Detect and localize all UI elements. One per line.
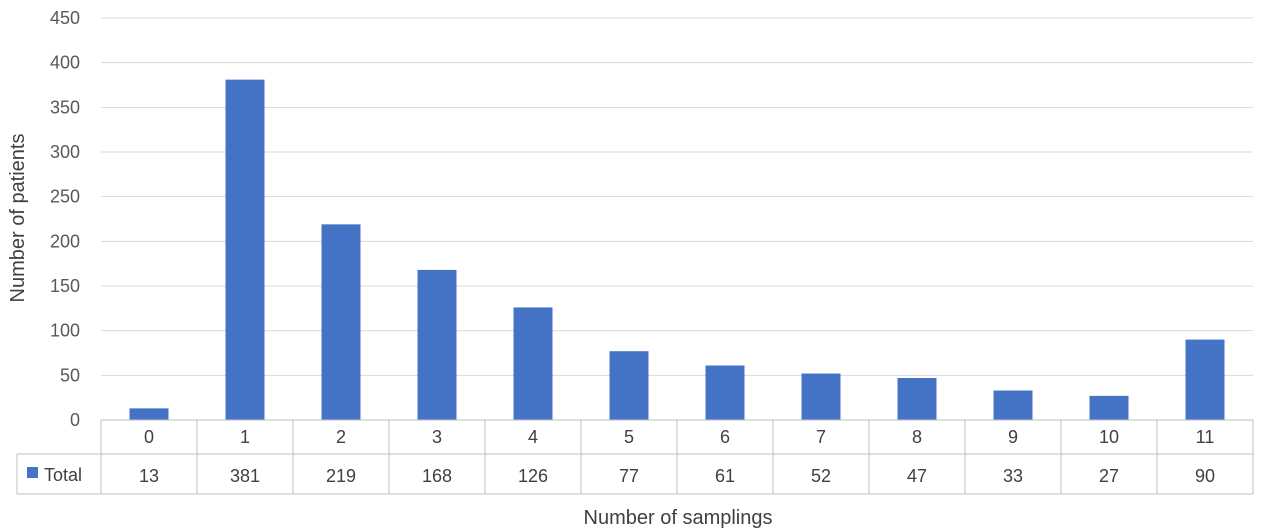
data-value: 77: [619, 466, 639, 486]
bar-10: [1089, 395, 1129, 420]
y-tick-label: 0: [70, 410, 80, 430]
x-axis-title: Number of samplings: [584, 507, 773, 529]
category-label: 2: [336, 427, 346, 447]
bar-11: [1185, 339, 1225, 420]
bar-2: [321, 224, 361, 420]
data-value: 33: [1003, 466, 1023, 486]
category-label: 5: [624, 427, 634, 447]
y-tick-label: 100: [50, 321, 80, 341]
category-label: 11: [1196, 427, 1215, 447]
data-value: 27: [1099, 466, 1119, 486]
data-value: 90: [1195, 466, 1215, 486]
y-tick-label: 450: [50, 8, 80, 28]
y-axis-title: Number of patients: [7, 134, 29, 303]
y-tick-label: 150: [50, 276, 80, 296]
legend-key-total: [27, 467, 38, 478]
category-label: 6: [720, 427, 730, 447]
gridlines: [101, 17, 1253, 376]
data-value: 126: [518, 466, 548, 486]
y-tick-label: 200: [50, 231, 80, 251]
category-label: 0: [144, 427, 154, 447]
data-value: 61: [715, 466, 735, 486]
bar-8: [897, 378, 937, 420]
legend-label: Total: [44, 465, 82, 485]
category-label: 1: [240, 427, 250, 447]
bar-0: [129, 408, 169, 420]
y-axis-ticks: 0 50 100 150 200 250 300 350 400 450: [50, 8, 80, 430]
category-label: 7: [816, 427, 826, 447]
bar-3: [417, 269, 457, 420]
data-value: 47: [907, 466, 927, 486]
y-tick-label: 350: [50, 97, 80, 117]
category-label: 9: [1008, 427, 1018, 447]
bar-6: [705, 365, 745, 420]
bar-7: [801, 373, 841, 420]
category-label: 3: [432, 427, 442, 447]
y-tick-label: 50: [60, 365, 80, 385]
category-label: 10: [1099, 427, 1119, 447]
y-tick-label: 250: [50, 187, 80, 207]
y-tick-label: 400: [50, 53, 80, 73]
bar-5: [609, 351, 649, 420]
bar-4: [513, 307, 553, 420]
category-label: 4: [528, 427, 538, 447]
data-table: 0 1 2 3 4 5 6 7 8 9 10 11 Total 13 381 219 168 126 77 61 52 4…: [16, 419, 1254, 495]
data-value: 13: [139, 466, 159, 486]
category-label: 8: [912, 427, 922, 447]
data-value: 52: [811, 466, 831, 486]
bar-1: [225, 79, 265, 420]
bars: [129, 79, 1225, 420]
y-tick-label: 300: [50, 142, 80, 162]
data-value: 381: [230, 466, 260, 486]
data-value: 219: [326, 466, 356, 486]
data-value: 168: [422, 466, 452, 486]
bar-9: [993, 390, 1033, 420]
